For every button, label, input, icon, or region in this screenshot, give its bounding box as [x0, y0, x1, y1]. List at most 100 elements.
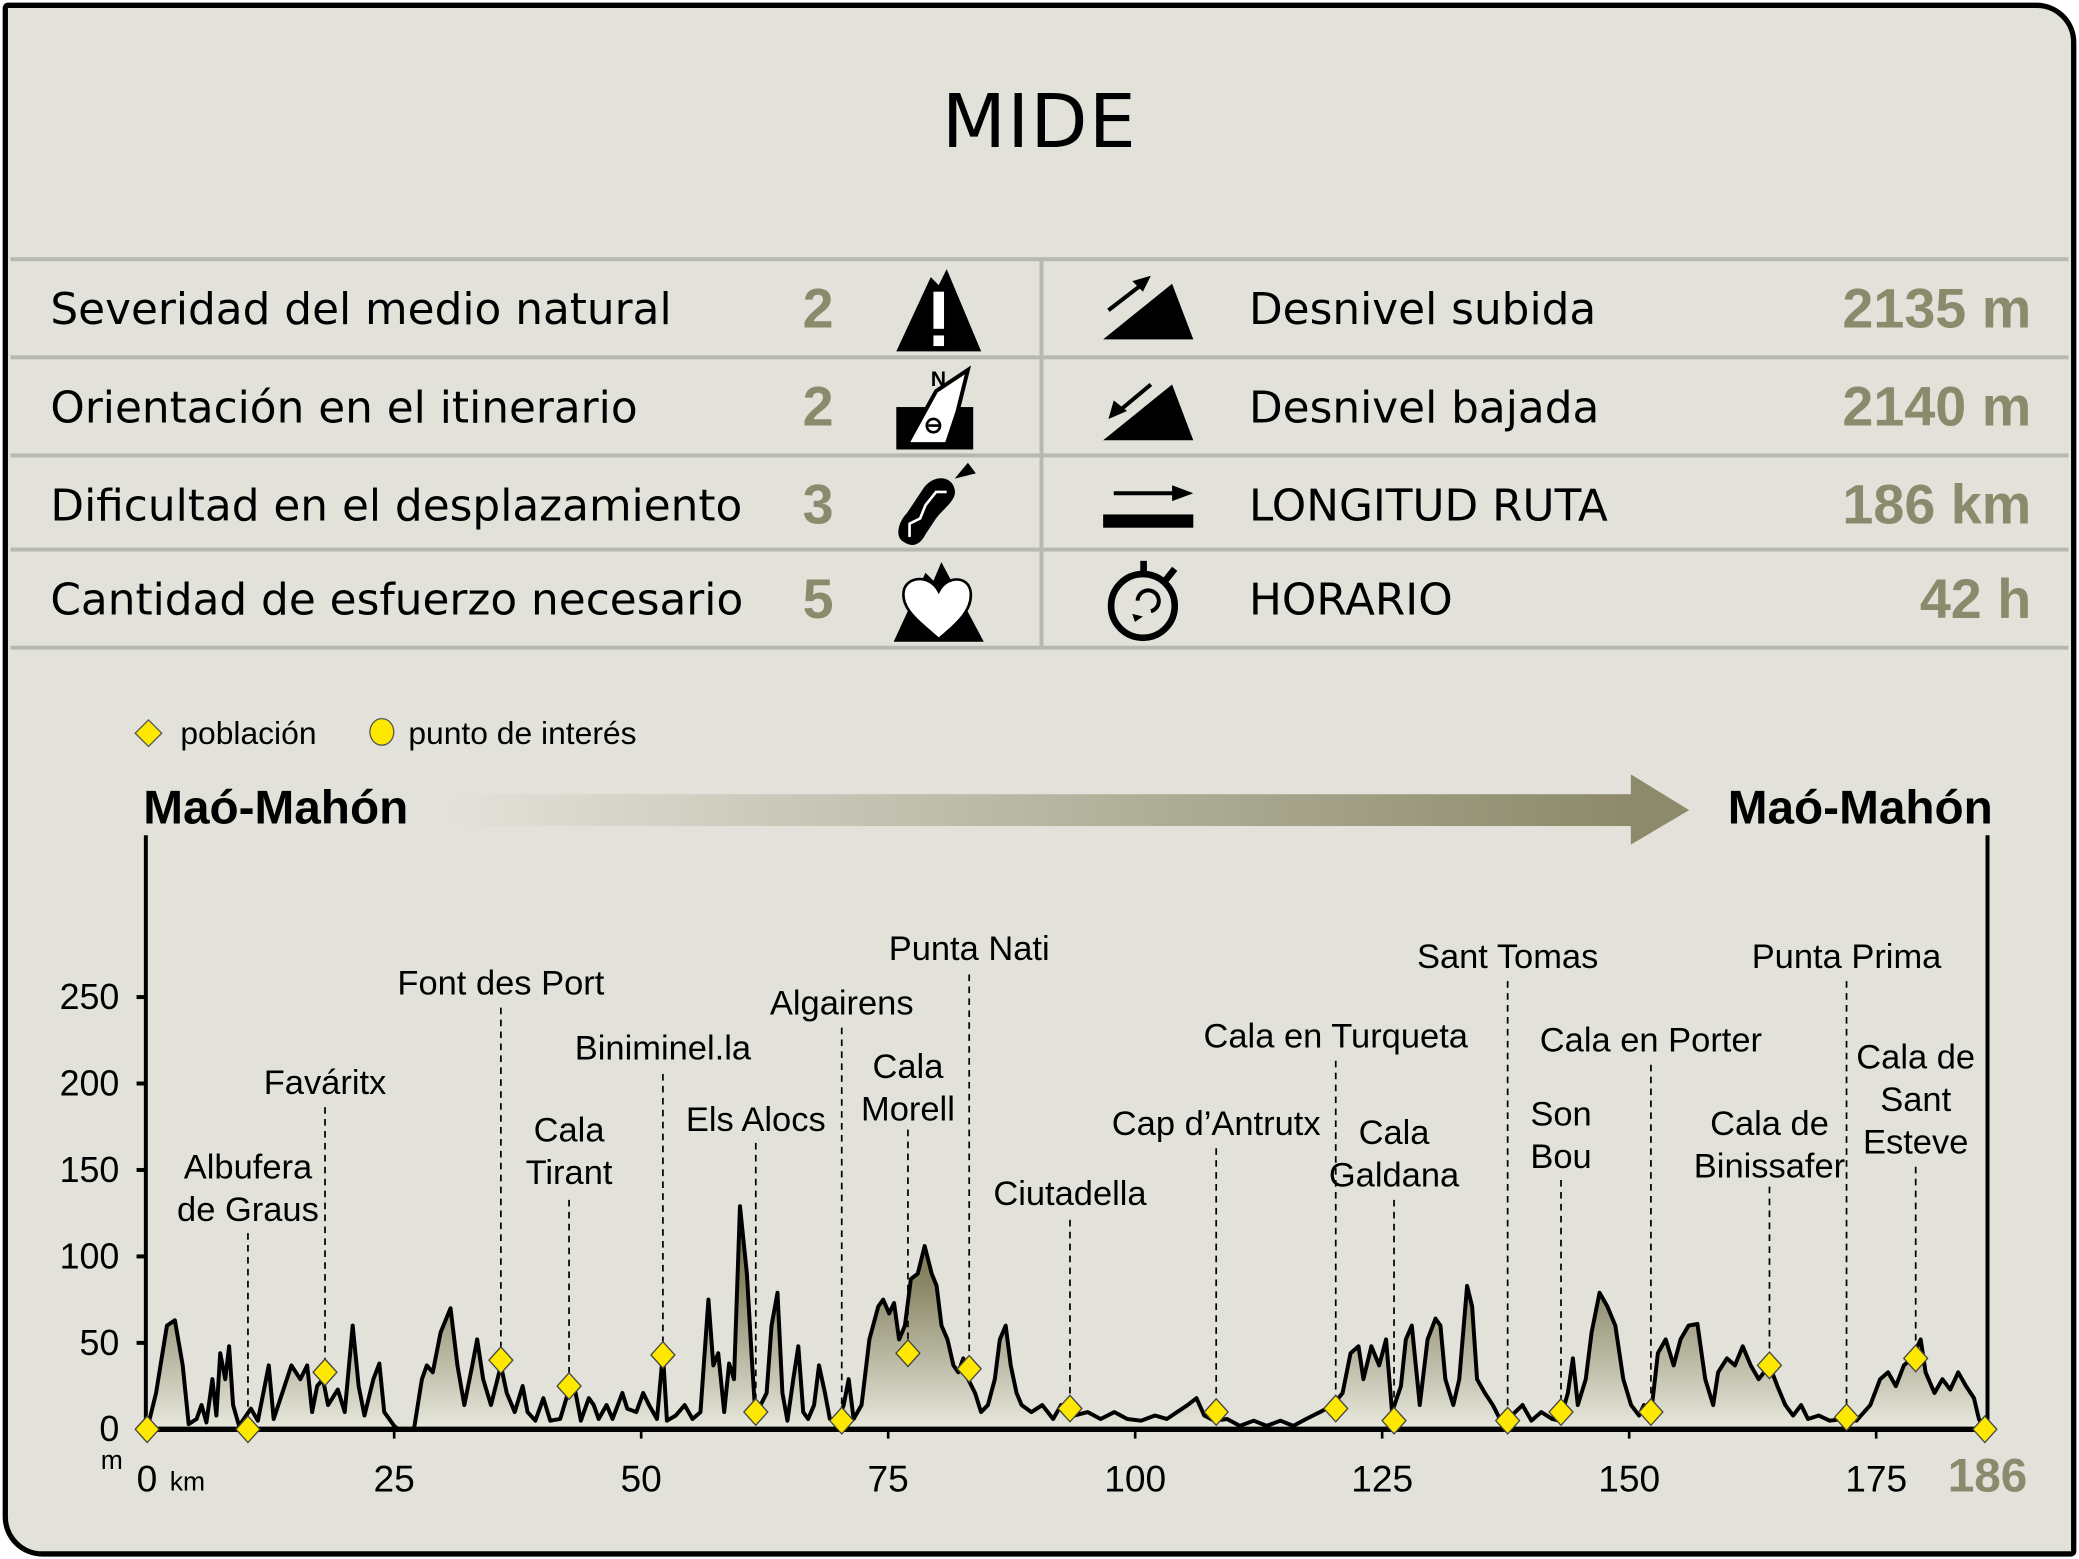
- poblacion-marker: [1902, 1344, 1929, 1373]
- poblacion-marker: [1381, 1406, 1407, 1435]
- mide-label: Orientación en el itinerario: [50, 381, 638, 433]
- poblacion-marker: [1548, 1397, 1574, 1427]
- mide-value: 2: [802, 375, 834, 438]
- poblacion-marker: [1638, 1397, 1664, 1427]
- waypoint-label: Ciutadella: [993, 1175, 1147, 1213]
- waypoint-label: Bou: [1530, 1138, 1591, 1176]
- poblacion-marker: [1833, 1402, 1860, 1432]
- direction-arrow-shaft: [444, 794, 1634, 827]
- waypoint-label: Biniminel.la: [575, 1029, 752, 1067]
- circle-marker-icon: [369, 717, 395, 746]
- stat-label: HORARIO: [1248, 573, 1453, 626]
- stopwatch-icon: [1107, 560, 1179, 642]
- stat-value: 186 km: [1842, 473, 2032, 536]
- x-tick-label: 186: [1948, 1450, 2028, 1503]
- mide-label: Cantidad de esfuerzo necesario: [50, 573, 744, 626]
- waypoint-label: Cala: [534, 1112, 606, 1150]
- y-tick-label: 0: [99, 1409, 119, 1449]
- mide-row-esfuerzo: Cantidad de esfuerzo necesario 5 HORARIO…: [0, 552, 2079, 647]
- waypoint-label: Punta Prima: [1752, 938, 1942, 976]
- waypoint-label: Cala en Porter: [1540, 1021, 1762, 1059]
- x-tick-label: 100: [1104, 1458, 1166, 1500]
- waypoint-label: Els Alocs: [686, 1101, 826, 1139]
- x-unit-label: km: [170, 1466, 205, 1496]
- waypoint-label: Cala de: [1710, 1105, 1829, 1143]
- waypoint-label: Sant Tomas: [1417, 938, 1598, 976]
- distance-icon: [1103, 485, 1194, 528]
- page-title: MIDE: [941, 79, 1138, 166]
- mide-value: 5: [802, 567, 834, 630]
- start-label: Maó-Mahón: [143, 781, 408, 834]
- mide-value: 3: [802, 473, 834, 536]
- svg-text:N: N: [931, 368, 946, 391]
- waypoint-label: Binissafer: [1694, 1147, 1845, 1185]
- mide-label: Dificultad en el desplazamiento: [50, 479, 743, 532]
- legend: población punto de interés: [134, 715, 637, 751]
- waypoint-label: Cala en Turqueta: [1204, 1017, 1469, 1055]
- poblacion-marker: [1057, 1394, 1083, 1423]
- y-tick-label: 100: [60, 1236, 120, 1276]
- mide-row-orientacion: Orientación en el itinerario 2 N Desnive…: [0, 359, 2079, 454]
- poblacion-marker: [235, 1415, 261, 1444]
- poblacion-marker: [1494, 1406, 1521, 1435]
- waypoint-label: Cala: [872, 1048, 944, 1086]
- waypoint-label: Galdana: [1329, 1157, 1460, 1195]
- waypoint-label: Son: [1530, 1096, 1591, 1134]
- poblacion-marker: [1756, 1351, 1783, 1380]
- ascent-icon: [1103, 275, 1194, 340]
- mide-value: 2: [802, 277, 834, 340]
- x-tick-label: 125: [1351, 1458, 1413, 1500]
- poblacion-marker: [895, 1338, 921, 1368]
- compass-orientation-icon: N: [896, 365, 974, 450]
- divider: [10, 257, 2069, 262]
- mide-row-dificultad: Dificultad en el desplazamiento 3 LONGIT…: [0, 457, 2079, 552]
- diamond-marker-icon: [134, 719, 163, 748]
- poblacion-marker: [956, 1354, 983, 1384]
- y-tick-label: 150: [60, 1150, 120, 1190]
- stat-label: Desnivel bajada: [1248, 381, 1600, 433]
- poblacion-marker: [312, 1358, 338, 1387]
- warning-mountain-icon: [896, 269, 982, 352]
- mide-row-severidad: Severidad del medio natural 2 Desnivel s…: [0, 261, 2079, 356]
- waypoint-label: Esteve: [1863, 1124, 1968, 1162]
- stat-label: Desnivel subida: [1248, 283, 1597, 335]
- x-tick-label: 50: [621, 1458, 662, 1500]
- waypoint-label: Cala: [1359, 1114, 1431, 1152]
- poblacion-marker: [650, 1340, 676, 1370]
- poblacion-marker: [556, 1371, 582, 1401]
- legend-punto-interes: punto de interés: [408, 715, 636, 751]
- plot-area: 0 50 100 150 200 250 0 25 50 75 100 125 150 175 186 Alb…: [60, 835, 2028, 1503]
- legend-poblacion: población: [180, 715, 316, 751]
- poblacion-marker: [488, 1345, 514, 1375]
- x-tick-label: 0: [137, 1458, 158, 1500]
- end-label: Maó-Mahón: [1728, 781, 1993, 834]
- waypoint-label: Tirant: [526, 1154, 613, 1192]
- stat-value: 42 h: [1919, 567, 2032, 630]
- poblacion-marker: [1203, 1397, 1230, 1427]
- x-tick-label: 25: [374, 1458, 415, 1500]
- stat-value: 2135 m: [1842, 277, 2032, 340]
- divider: [1039, 259, 1044, 649]
- waypoint-label: Cala de: [1856, 1039, 1975, 1077]
- boot-sole-icon: [898, 462, 976, 545]
- x-tick-label: 175: [1845, 1458, 1907, 1500]
- y-unit-label: m: [101, 1445, 123, 1475]
- waypoint-label: Sant: [1880, 1081, 1951, 1119]
- waypoint-label: Algairens: [770, 984, 914, 1022]
- poblacion-marker: [1322, 1394, 1349, 1423]
- waypoint-label: Punta Nati: [889, 930, 1050, 968]
- direction-arrow-head-icon: [1630, 774, 1690, 845]
- descent-icon: [1103, 382, 1194, 441]
- waypoint-label: de Graus: [177, 1191, 319, 1229]
- stat-value: 2140 m: [1842, 375, 2032, 438]
- waypoint-label: Faváritx: [264, 1064, 387, 1102]
- stat-label: LONGITUD RUTA: [1248, 479, 1608, 532]
- waypoint-label: Font des Port: [397, 964, 604, 1002]
- poblacion-marker: [1972, 1415, 1998, 1444]
- waypoint-label: Morell: [861, 1090, 955, 1128]
- y-tick-label: 50: [80, 1323, 120, 1363]
- poblacion-marker: [134, 1415, 160, 1444]
- x-tick-label: 150: [1598, 1458, 1660, 1500]
